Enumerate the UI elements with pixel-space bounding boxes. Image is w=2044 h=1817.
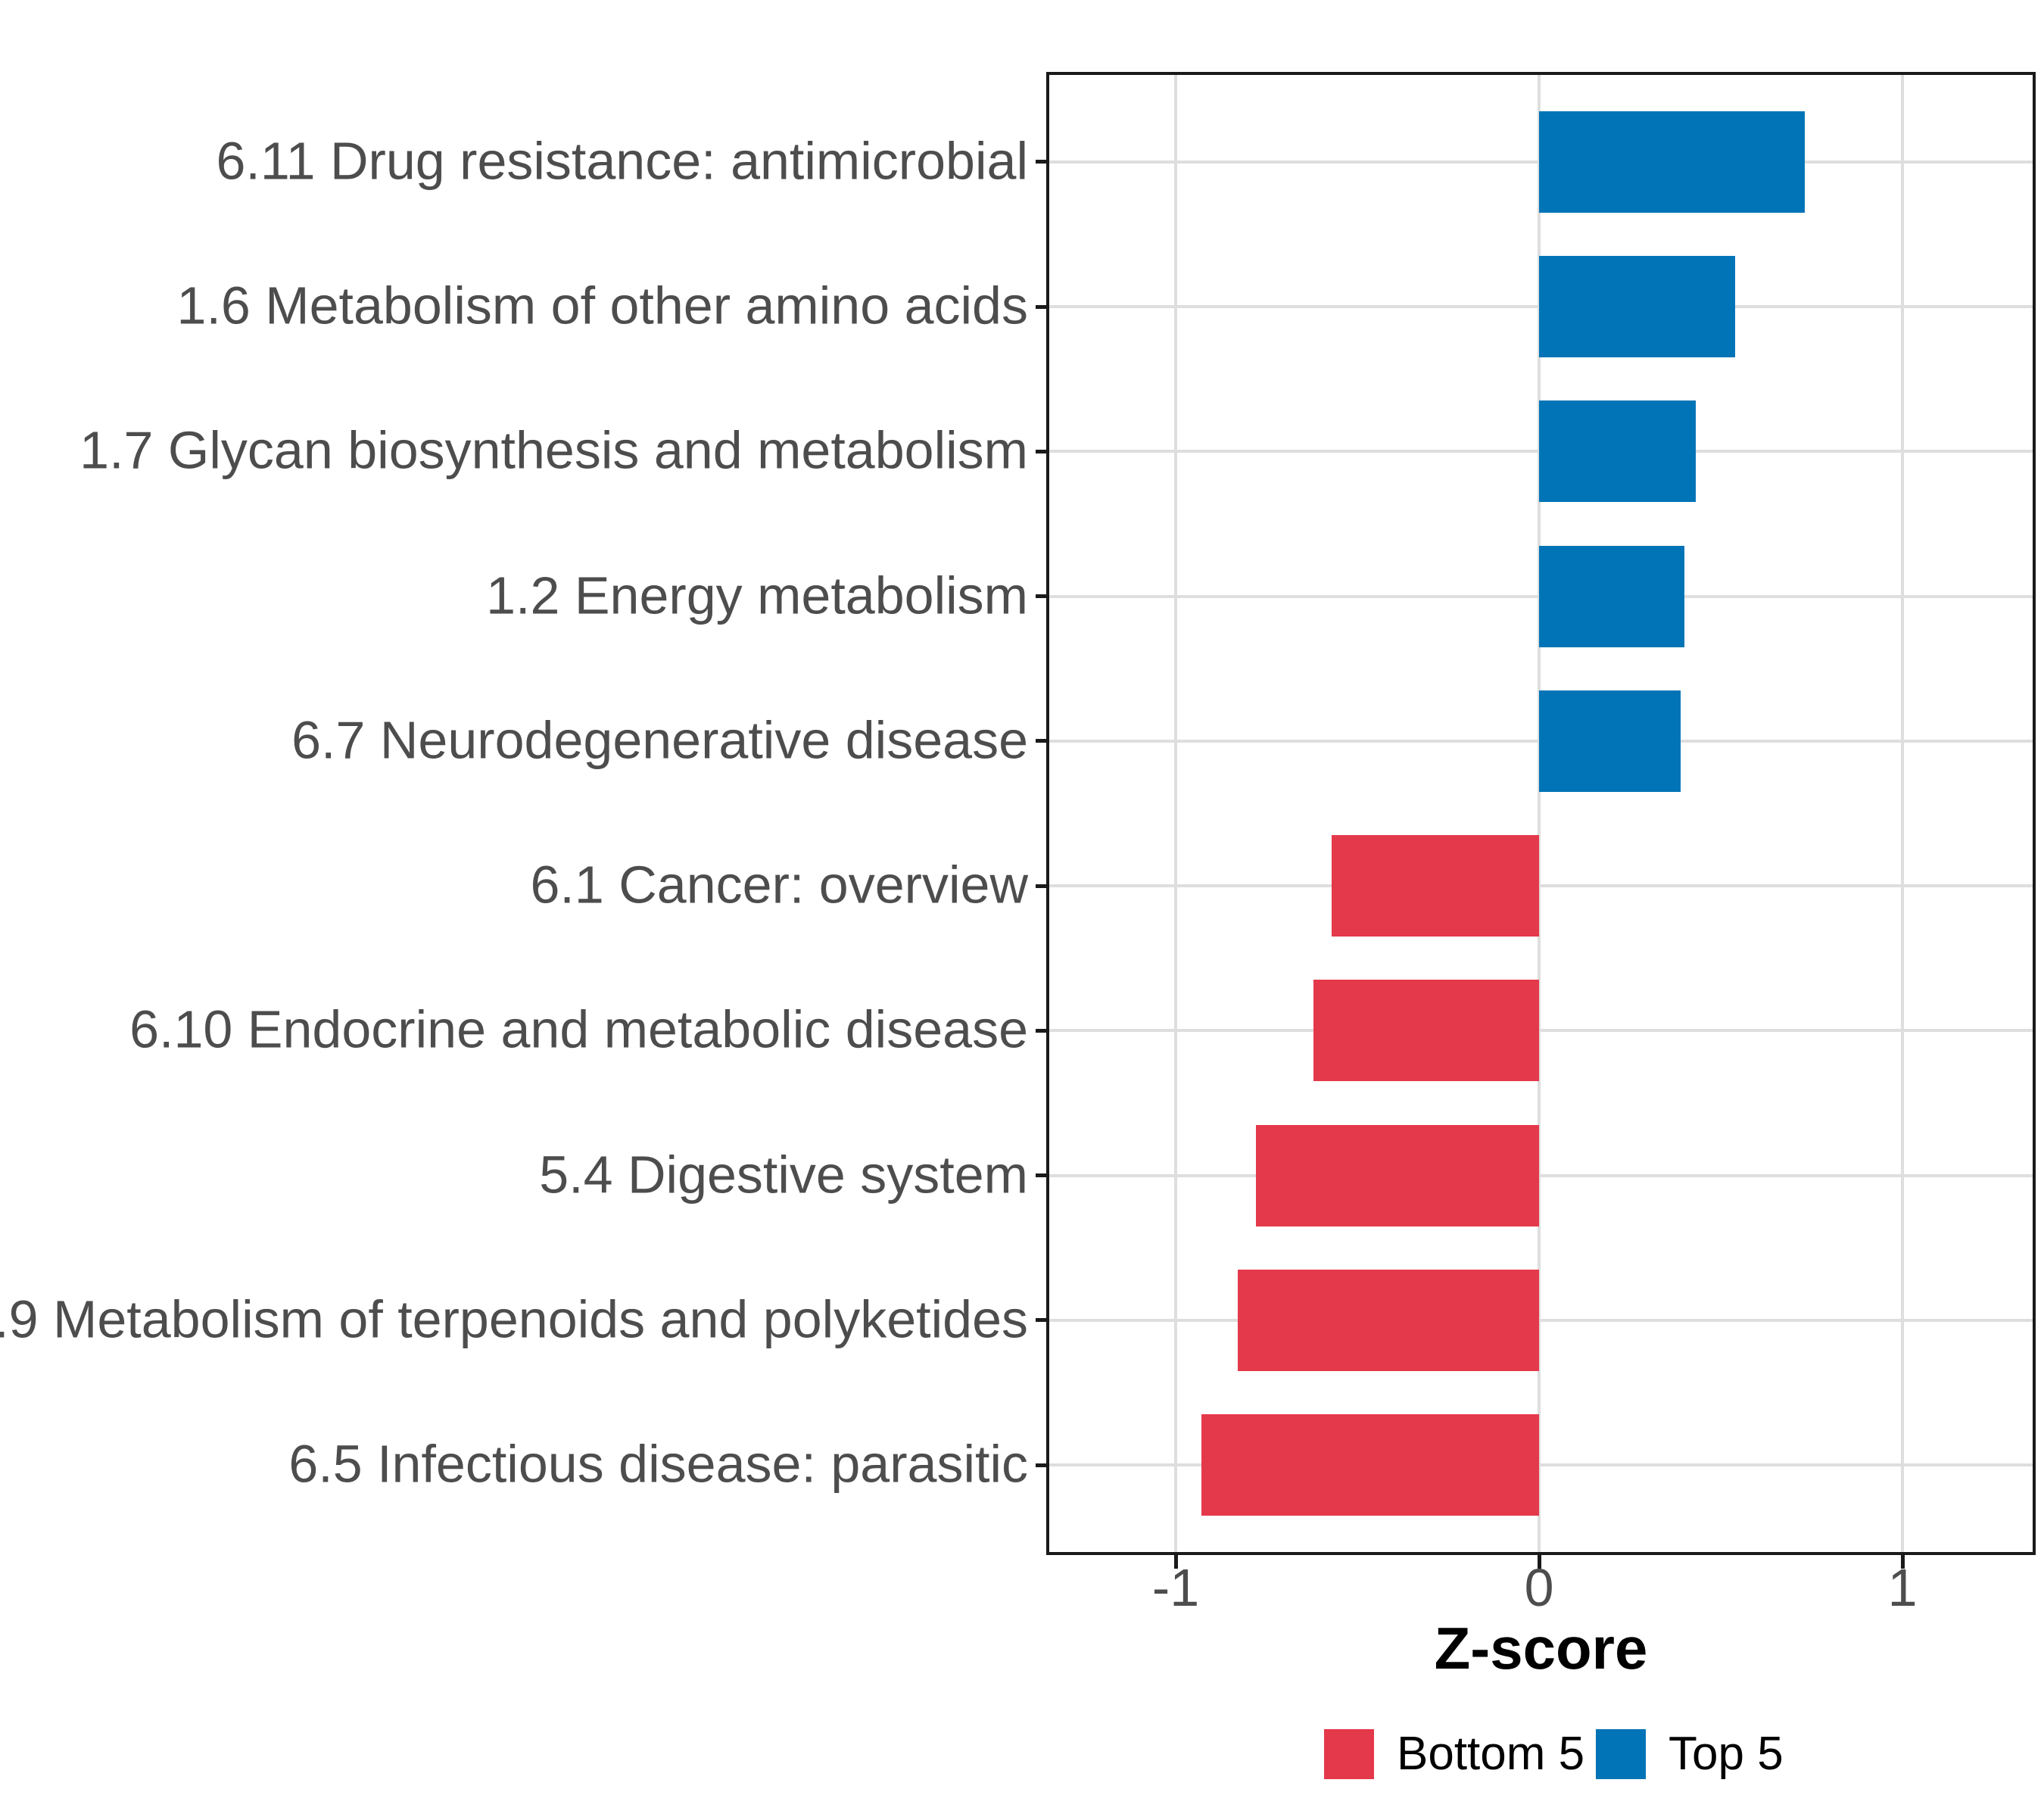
x-axis-tick-label: 1: [1887, 1558, 1918, 1617]
legend-key-bottom5: [1324, 1729, 1374, 1779]
y-gridline: [1049, 1318, 2033, 1322]
bar-bottom5: [1313, 980, 1540, 1082]
x-axis-tick-label: 0: [1524, 1558, 1554, 1617]
x-axis-tick-label: -1: [1151, 1558, 1200, 1617]
y-axis-label: 1.6 Metabolism of other amino acids: [176, 276, 1028, 335]
legend-key-top5: [1596, 1729, 1646, 1779]
bar-top5: [1539, 111, 1805, 213]
y-axis-tick: [1036, 1173, 1049, 1178]
y-gridline: [1049, 1173, 2033, 1177]
y-axis-label: 1.7 Glycan biosynthesis and metabolism: [79, 420, 1028, 480]
y-axis-tick: [1036, 594, 1049, 599]
y-axis-label: 6.1 Cancer: overview: [530, 855, 1028, 915]
bar-bottom5: [1332, 835, 1540, 937]
bar-top5: [1539, 256, 1736, 357]
x-axis-title: Z-score: [1434, 1615, 1648, 1681]
x-gridline: [1901, 75, 1905, 1552]
bar-top5: [1539, 400, 1696, 503]
y-axis-tick: [1036, 304, 1049, 309]
bar-top5: [1539, 690, 1681, 792]
y-axis-tick: [1036, 739, 1049, 743]
y-axis-tick: [1036, 884, 1049, 888]
y-axis-tick: [1036, 1318, 1049, 1323]
x-gridline: [1174, 75, 1178, 1552]
y-gridline: [1049, 1029, 2033, 1033]
x-axis-tick: [1173, 1555, 1178, 1569]
y-gridline: [1049, 1463, 2033, 1467]
x-axis-tick: [1537, 1555, 1541, 1569]
y-axis-tick: [1036, 160, 1049, 164]
legend-label-top5: Top 5: [1669, 1728, 1784, 1780]
y-axis-label: 6.10 Endocrine and metabolic disease: [129, 1000, 1028, 1060]
x-axis-tick: [1900, 1555, 1905, 1569]
y-axis-label: 1.2 Energy metabolism: [486, 566, 1028, 625]
plot-area: [1049, 75, 2033, 1552]
y-axis-label: 1.9 Metabolism of terpenoids and polyket…: [0, 1289, 1028, 1349]
y-axis-label: 6.11 Drug resistance: antimicrobial: [216, 131, 1028, 191]
bar-bottom5: [1237, 1270, 1540, 1371]
bar-bottom5: [1201, 1414, 1540, 1516]
y-axis-tick: [1036, 449, 1049, 453]
y-gridline: [1049, 884, 2033, 888]
y-axis-label: 6.7 Neurodegenerative disease: [291, 710, 1028, 770]
x-gridline: [1538, 75, 1541, 1552]
y-axis-tick: [1036, 1028, 1049, 1033]
y-axis-label: 5.4 Digestive system: [539, 1145, 1028, 1205]
bar-top5: [1539, 545, 1685, 647]
legend-label-bottom5: Bottom 5: [1397, 1728, 1585, 1780]
bar-bottom5: [1255, 1124, 1540, 1226]
y-axis-tick: [1036, 1463, 1049, 1467]
y-axis-label: 6.5 Infectious disease: parasitic: [288, 1434, 1028, 1494]
